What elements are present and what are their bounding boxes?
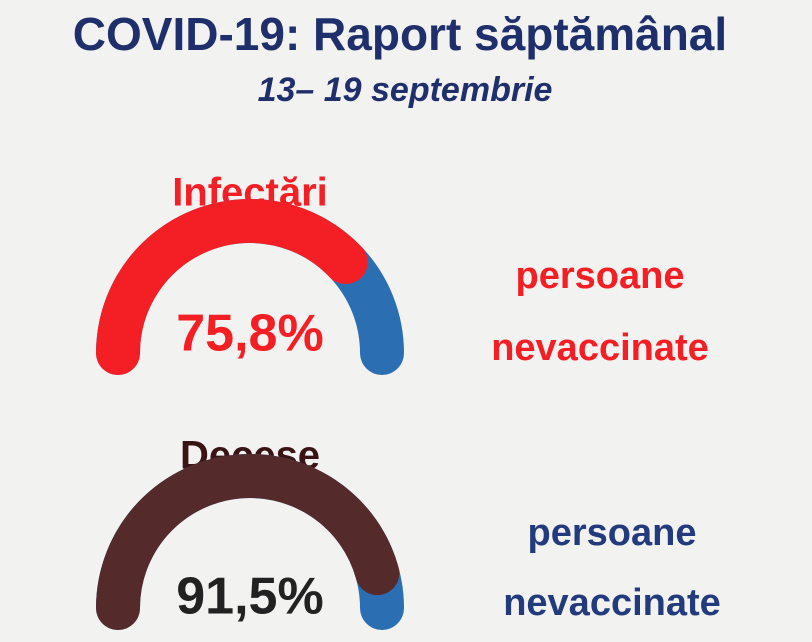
- value-label: 91,5%: [176, 568, 323, 626]
- annotation: nevaccinate: [491, 327, 709, 369]
- annotation: persoane: [516, 255, 685, 297]
- gauge-arc: [96, 199, 368, 375]
- title: COVID-19: Raport săptămânal: [73, 8, 727, 60]
- subtitle: 13– 19 septembrie: [258, 71, 553, 109]
- gauge-arc: [96, 454, 400, 630]
- annotation: nevaccinate: [503, 582, 721, 624]
- value-label: 75,8%: [176, 305, 323, 363]
- annotation: persoane: [528, 512, 697, 554]
